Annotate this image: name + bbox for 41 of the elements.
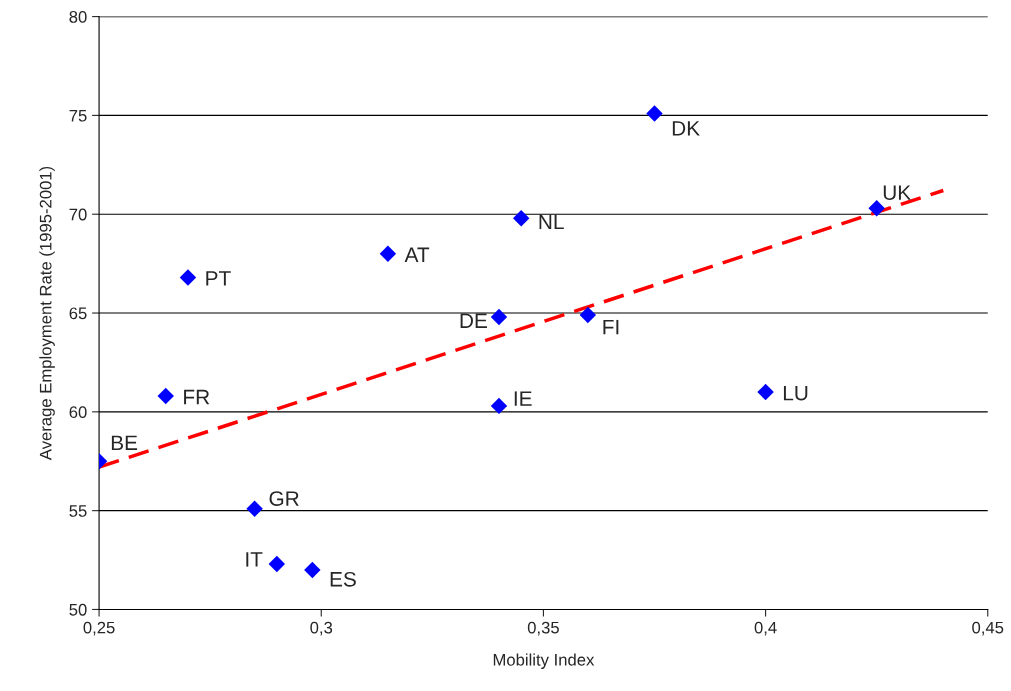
annotation: LU — [783, 385, 808, 401]
point — [490, 308, 508, 326]
y-axis-title: Average Employment Rate (1995-2001) — [39, 166, 55, 461]
annotation: FI — [603, 319, 619, 335]
annotation: FR — [184, 389, 210, 405]
y-tick-label: 70 — [69, 208, 87, 221]
annotation: GR — [269, 491, 299, 506]
y-tick-label: 60 — [69, 406, 87, 419]
annotation: AT — [404, 247, 430, 262]
point — [304, 561, 321, 579]
x-tick-label: 0,3 — [310, 621, 333, 636]
x-tick-label: 0,35 — [527, 621, 559, 636]
x-tick-label: 0,25 — [83, 621, 115, 636]
annotation: DK — [672, 121, 700, 136]
point — [646, 105, 663, 122]
point — [268, 555, 286, 573]
annotation: ES — [330, 571, 356, 587]
point — [179, 269, 197, 286]
annotation: UK — [883, 185, 911, 200]
x-axis-title: Mobility Index — [493, 653, 595, 670]
y-tick-label: 65 — [69, 307, 87, 320]
annotation: DE — [460, 313, 487, 328]
annotation: IT — [246, 552, 263, 567]
annotation: PT — [206, 271, 231, 286]
point — [490, 397, 508, 415]
point — [579, 306, 597, 324]
point — [379, 245, 397, 262]
annotation: NL — [539, 214, 564, 230]
point — [757, 383, 774, 401]
y-tick-label: 75 — [69, 109, 87, 122]
annotation: BE — [111, 435, 138, 450]
point — [512, 209, 530, 227]
point — [246, 500, 263, 517]
point — [868, 200, 885, 217]
x-tick-label: 0,45 — [972, 621, 1004, 636]
x-tick-label: 0,4 — [754, 621, 777, 636]
annotation: IE — [514, 391, 532, 406]
y-tick-label: 50 — [69, 603, 87, 616]
y-tick-label: 80 — [69, 10, 87, 23]
y-tick-label: 55 — [69, 505, 87, 517]
point — [157, 387, 174, 405]
